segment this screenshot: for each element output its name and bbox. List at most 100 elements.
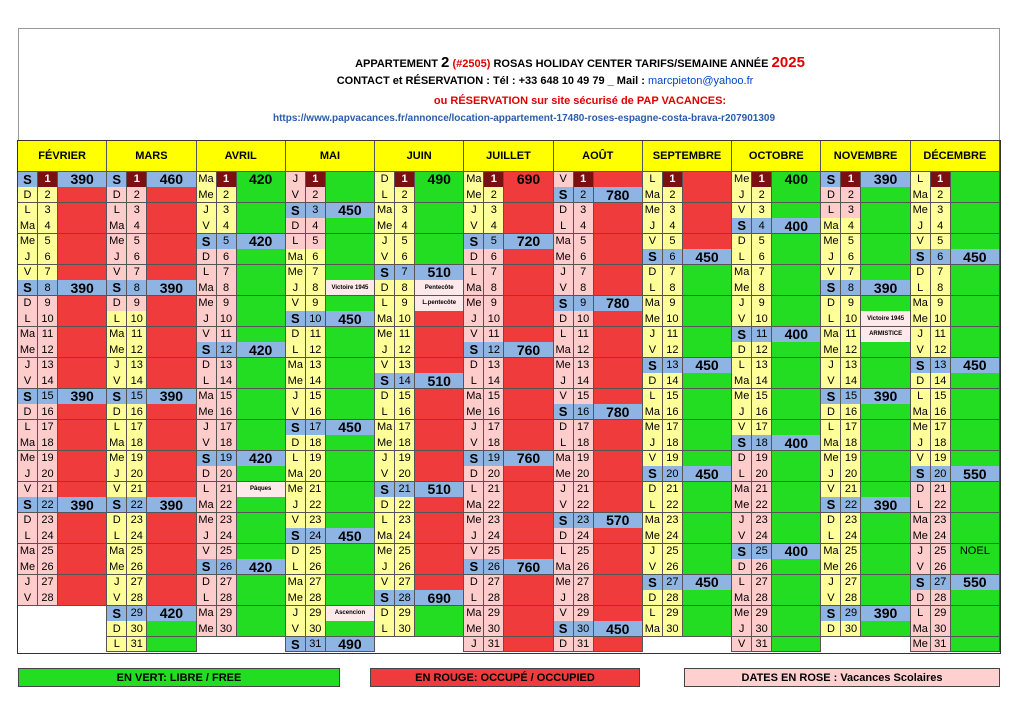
status xyxy=(325,295,376,312)
status xyxy=(147,187,197,204)
status xyxy=(682,295,733,312)
status xyxy=(504,605,554,622)
price: 390 xyxy=(147,388,197,405)
day-number: 9 xyxy=(930,295,951,312)
weekday: L xyxy=(642,388,663,405)
weekday: L xyxy=(732,357,753,374)
status xyxy=(950,388,1000,405)
status xyxy=(861,435,911,452)
status xyxy=(861,466,911,483)
day-number: 23 xyxy=(930,512,951,529)
day-number: 10 xyxy=(930,311,951,328)
day-number: 21 xyxy=(930,481,951,498)
day-number: 23 xyxy=(395,512,416,529)
status xyxy=(504,497,554,514)
status xyxy=(325,512,376,529)
day-number: 23 xyxy=(127,512,148,529)
price: 690 xyxy=(504,172,554,188)
day-number: 5 xyxy=(573,233,594,250)
status xyxy=(147,590,197,607)
status xyxy=(58,404,108,421)
weekday: J xyxy=(285,497,306,514)
status xyxy=(950,295,1000,312)
status xyxy=(593,357,643,374)
day-number: 12 xyxy=(573,342,594,359)
url[interactable]: https://www.papvacances.fr/annonce/locat… xyxy=(272,113,776,124)
day-number: 23 xyxy=(38,512,58,529)
weekday: Me xyxy=(196,404,217,421)
weekday: L xyxy=(910,388,931,405)
price: 450 xyxy=(682,357,733,374)
weekday: D xyxy=(732,233,753,250)
weekday: S xyxy=(18,280,38,297)
status xyxy=(236,605,286,622)
note: ARMISTICE xyxy=(861,326,911,343)
day-number: 1 xyxy=(216,172,237,188)
day-number: 4 xyxy=(841,218,862,235)
status xyxy=(236,543,286,560)
weekday: S xyxy=(553,404,574,421)
day-number: 24 xyxy=(662,528,683,545)
weekday: Me xyxy=(642,528,663,545)
weekday: Me xyxy=(464,295,485,312)
weekday: L xyxy=(18,311,38,328)
weekday: Ma xyxy=(375,311,396,328)
weekday: D xyxy=(285,326,306,343)
status xyxy=(682,373,733,390)
weekday: D xyxy=(375,172,396,188)
day-number: 24 xyxy=(484,528,505,545)
weekday: L xyxy=(18,419,38,436)
weekday: V xyxy=(642,450,663,467)
day-number: 21 xyxy=(305,481,326,498)
weekday: J xyxy=(642,326,663,343)
weekday: D xyxy=(464,357,485,374)
day-number: 19 xyxy=(573,450,594,467)
day-number: 5 xyxy=(395,233,416,250)
weekday: S xyxy=(553,295,574,312)
price: 420 xyxy=(236,233,286,250)
weekday: L xyxy=(821,311,842,328)
day-number: 26 xyxy=(930,559,951,576)
weekday: J xyxy=(375,342,396,359)
weekday: V xyxy=(18,590,38,607)
weekday: D xyxy=(107,295,128,312)
mail[interactable]: marcpieton@yahoo.fr xyxy=(647,75,754,87)
status xyxy=(950,435,1000,452)
weekday: V xyxy=(285,512,306,529)
day-number: 22 xyxy=(484,497,505,514)
weekday: Ma xyxy=(553,233,574,250)
weekday: S xyxy=(910,249,931,266)
weekday: L xyxy=(107,202,128,219)
day-number: 25 xyxy=(305,543,326,560)
pap: ou RÉSERVATION sur site sécurisé de PAP … xyxy=(433,95,727,107)
day-number: 17 xyxy=(216,419,237,436)
status xyxy=(236,187,286,204)
weekday: Ma xyxy=(553,342,574,359)
weekday: S xyxy=(18,172,38,188)
month-header: MAI xyxy=(285,141,376,172)
day-number: 4 xyxy=(38,218,58,235)
status xyxy=(682,311,733,328)
weekday: V xyxy=(196,543,217,560)
weekday: L xyxy=(553,218,574,235)
weekday: Ma xyxy=(910,404,931,421)
day-number: 14 xyxy=(395,373,416,390)
weekday: V xyxy=(285,295,306,312)
weekday: S xyxy=(107,497,128,514)
day-number: 10 xyxy=(841,311,862,328)
note: Ascencion xyxy=(325,605,376,622)
weekday: Me xyxy=(375,543,396,560)
status xyxy=(325,373,376,390)
weekday: J xyxy=(464,311,485,328)
day-number: 5 xyxy=(752,233,773,250)
day-number: 3 xyxy=(662,202,683,219)
status xyxy=(593,311,643,328)
status xyxy=(236,280,286,297)
status xyxy=(504,590,554,607)
day-number: 5 xyxy=(305,233,326,250)
weekday: V xyxy=(821,481,842,498)
weekday: S xyxy=(375,373,396,390)
weekday: Me xyxy=(553,249,574,266)
day-number: 23 xyxy=(305,512,326,529)
day-number: 6 xyxy=(841,249,862,266)
